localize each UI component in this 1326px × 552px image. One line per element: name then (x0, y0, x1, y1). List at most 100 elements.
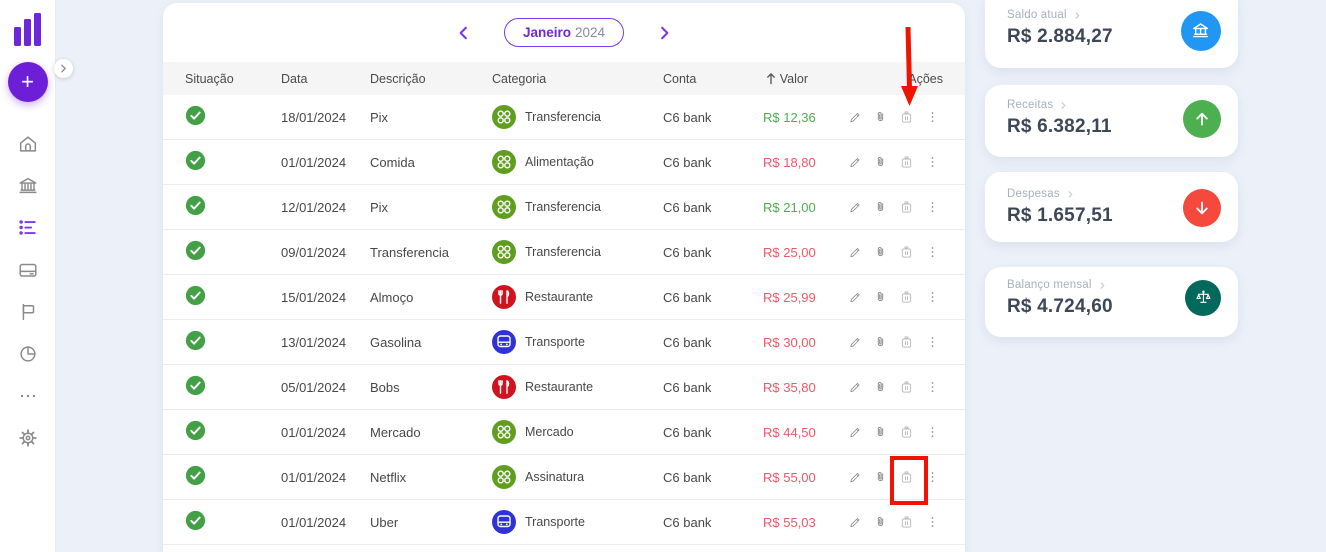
sidebar-item-goals[interactable] (16, 300, 40, 324)
attachment-icon[interactable] (873, 470, 888, 485)
category-label: Transferencia (525, 245, 601, 259)
table-row[interactable]: 01/01/2024 Uber Transporte C6 bank R$ 55… (163, 500, 965, 545)
delete-icon[interactable] (898, 469, 915, 486)
more-options-icon[interactable] (925, 110, 940, 125)
pie-chart-icon (17, 343, 39, 365)
summary-card-label[interactable]: Saldo atual (1007, 9, 1238, 21)
summary-card-receitas[interactable]: Receitas R$ 6.382,11 (985, 85, 1238, 157)
table-row[interactable]: 01/01/2024 Netflix Assinatura C6 bank R$… (163, 455, 965, 500)
check-circle-icon (185, 195, 206, 216)
check-circle-icon (185, 420, 206, 441)
column-header-categoria: Categoria (492, 71, 547, 86)
delete-icon[interactable] (898, 424, 915, 441)
attachment-icon[interactable] (873, 515, 888, 530)
sidebar-item-settings[interactable] (16, 426, 40, 450)
table-row[interactable]: 12/01/2024 Pix Transferencia C6 bank R$ … (163, 185, 965, 230)
category-label: Transporte (525, 335, 585, 349)
previous-month-button[interactable] (454, 23, 474, 43)
category-label: Mercado (525, 425, 574, 439)
sidebar-item-cards[interactable] (16, 258, 40, 282)
attachment-icon[interactable] (873, 290, 888, 305)
edit-icon[interactable] (848, 200, 863, 215)
summary-card-balan-o-mensal[interactable]: Balanço mensal R$ 4.724,60 (985, 267, 1238, 337)
check-circle-icon (185, 105, 206, 126)
delete-icon[interactable] (898, 289, 915, 306)
more-options-icon[interactable] (925, 335, 940, 350)
chevron-right-icon (1061, 101, 1066, 109)
summary-card-label[interactable]: Balanço mensal (1007, 279, 1238, 291)
sidebar-item-transactions[interactable] (16, 216, 40, 240)
edit-icon[interactable] (848, 245, 863, 260)
attachment-icon[interactable] (873, 110, 888, 125)
sidebar-nav (0, 132, 56, 450)
delete-icon[interactable] (898, 514, 915, 531)
summary-card-label[interactable]: Receitas (1007, 99, 1238, 111)
arrow-down-icon (1183, 189, 1221, 227)
column-header-valor[interactable]: Valor (763, 72, 863, 86)
more-options-icon[interactable] (925, 380, 940, 395)
summary-card-value: R$ 1.657,51 (1007, 205, 1113, 226)
attachment-icon[interactable] (873, 200, 888, 215)
add-transaction-button[interactable]: + (7, 62, 48, 102)
check-circle-icon (185, 285, 206, 306)
edit-icon[interactable] (848, 335, 863, 350)
edit-icon[interactable] (848, 515, 863, 530)
summary-card-value: R$ 4.724,60 (1007, 296, 1113, 317)
transaction-account: C6 bank (663, 109, 712, 125)
chevron-right-icon (1075, 11, 1080, 19)
bank-icon (17, 175, 39, 197)
edit-icon[interactable] (848, 110, 863, 125)
transaction-description: Mercado (370, 424, 421, 440)
edit-icon[interactable] (848, 290, 863, 305)
table-row[interactable]: 01/01/2024 Comida Alimentação C6 bank R$… (163, 140, 965, 185)
next-month-button[interactable] (654, 23, 674, 43)
more-options-icon[interactable] (925, 290, 940, 305)
category-icon (492, 510, 516, 534)
edit-icon[interactable] (848, 380, 863, 395)
attachment-icon[interactable] (873, 380, 888, 395)
edit-icon[interactable] (848, 425, 863, 440)
more-options-icon[interactable] (925, 515, 940, 530)
transaction-description: Pix (370, 109, 389, 125)
delete-icon[interactable] (898, 334, 915, 351)
table-row[interactable]: 09/01/2024 Transferencia Transferencia C… (163, 230, 965, 275)
delete-icon[interactable] (898, 109, 915, 126)
transaction-value: R$ 55,00 (763, 469, 816, 485)
month-navigation: Janeiro 2024 (163, 3, 965, 62)
table-row[interactable]: 18/01/2024 Pix Transferencia C6 bank R$ … (163, 95, 965, 140)
transaction-value: R$ 30,00 (763, 334, 816, 350)
edit-icon[interactable] (848, 470, 863, 485)
table-row[interactable]: 01/01/2024 Mercado Mercado C6 bank R$ 44… (163, 410, 965, 455)
sidebar-expand-button[interactable] (54, 59, 73, 78)
category-icon (492, 375, 516, 399)
category-icon (492, 285, 516, 309)
sidebar-item-home[interactable] (16, 132, 40, 156)
more-options-icon[interactable] (925, 155, 940, 170)
attachment-icon[interactable] (873, 245, 888, 260)
more-options-icon[interactable] (925, 200, 940, 215)
summary-card-saldo-atual[interactable]: Saldo atual R$ 2.884,27 (985, 0, 1238, 68)
sidebar-item-reports[interactable] (16, 342, 40, 366)
table-row[interactable]: 15/01/2024 Almoço Restaurante C6 bank R$… (163, 275, 965, 320)
transaction-account: C6 bank (663, 514, 712, 530)
delete-icon[interactable] (898, 154, 915, 171)
attachment-icon[interactable] (873, 155, 888, 170)
summary-card-label[interactable]: Despesas (1007, 188, 1238, 200)
delete-icon[interactable] (898, 199, 915, 216)
attachment-icon[interactable] (873, 425, 888, 440)
delete-icon[interactable] (898, 244, 915, 261)
more-options-icon[interactable] (925, 245, 940, 260)
attachment-icon[interactable] (873, 335, 888, 350)
delete-icon[interactable] (898, 379, 915, 396)
more-options-icon[interactable] (925, 425, 940, 440)
sidebar-item-more[interactable] (16, 384, 40, 408)
more-options-icon[interactable] (925, 470, 940, 485)
sidebar-item-accounts[interactable] (16, 174, 40, 198)
summary-card-despesas[interactable]: Despesas R$ 1.657,51 (985, 172, 1238, 242)
table-row[interactable]: 05/01/2024 Bobs Restaurante C6 bank R$ 3… (163, 365, 965, 410)
table-row[interactable]: 13/01/2024 Gasolina Transporte C6 bank R… (163, 320, 965, 365)
home-icon (17, 133, 39, 155)
edit-icon[interactable] (848, 155, 863, 170)
month-selector-button[interactable]: Janeiro 2024 (503, 18, 625, 47)
scales-icon (1185, 280, 1221, 316)
